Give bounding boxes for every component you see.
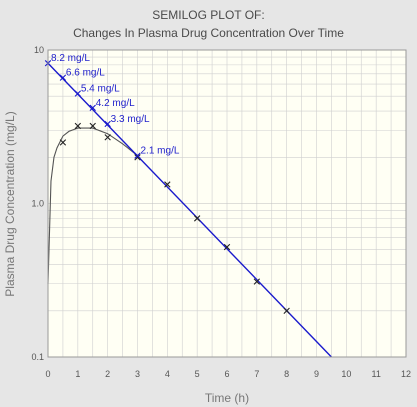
fit-point-marker (134, 152, 141, 159)
x-tick-label: 10 (341, 369, 351, 379)
x-tick-label: 11 (371, 369, 380, 379)
x-tick-label: 5 (195, 369, 200, 379)
concentration-annotation: 3.3 mg/L (111, 114, 150, 125)
x-tick-label: 3 (135, 369, 140, 379)
x-tick-label: 9 (314, 369, 319, 379)
plot-frame (47, 49, 407, 358)
x-tick-label: 7 (254, 369, 259, 379)
concentration-annotation: 8.2 mg/L (51, 53, 90, 64)
x-tick-label: 0 (45, 369, 50, 379)
marker-stroke (104, 120, 111, 128)
data-point-marker (193, 215, 201, 222)
concentration-annotation: 5.4 mg/L (81, 84, 120, 95)
data-point-marker (253, 278, 261, 285)
concentration-annotation: 4.2 mg/L (96, 98, 135, 109)
marker-stroke (89, 122, 96, 130)
fit-point-marker (59, 74, 67, 81)
data-point-marker (104, 134, 111, 141)
data-markers (44, 60, 290, 314)
grid-lines (47, 50, 407, 358)
chart-subtitle: Changes In Plasma Drug Concentration Ove… (73, 26, 344, 40)
data-point-marker (283, 307, 290, 314)
data-point-marker (89, 122, 96, 130)
data-point-marker (59, 139, 67, 146)
x-tick-label: 12 (401, 369, 411, 379)
marker-stroke (193, 215, 201, 222)
x-tick-label: 1 (75, 369, 80, 379)
data-point-marker (164, 181, 171, 188)
marker-stroke (223, 243, 231, 251)
x-tick-label: 6 (224, 369, 229, 379)
data-point-marker (74, 122, 82, 130)
data-point-marker (134, 154, 141, 161)
concentration-annotation: 2.1 mg/L (141, 146, 180, 157)
marker-stroke (134, 154, 141, 161)
annotations: 8.2 mg/L 6.6 mg/L 5.4 mg/L 4.2 mg/L 3.3 mg/L… (51, 53, 180, 156)
marker-stroke (104, 134, 111, 141)
marker-stroke (134, 152, 141, 159)
x-tick-label: 4 (165, 369, 170, 379)
data-point-marker (223, 243, 231, 251)
x-axis-label: Time (h) (205, 391, 249, 405)
fit-point-marker (104, 120, 111, 128)
y-axis-label: Plasma Drug Concentration (mg/L) (3, 111, 17, 296)
marker-stroke (89, 104, 96, 112)
marker-stroke (74, 122, 82, 130)
marker-stroke (59, 74, 67, 81)
y-tick-label: 0.1 (31, 352, 44, 362)
fit-point-marker (89, 104, 96, 112)
marker-stroke (253, 278, 261, 285)
fit-point-marker (74, 90, 82, 97)
observed-curve (47, 127, 138, 284)
x-tick-label: 2 (105, 369, 110, 379)
marker-stroke (59, 139, 67, 146)
marker-stroke (164, 181, 171, 188)
y-tick-label: 1.0 (31, 199, 44, 209)
y-tick-label: 10 (34, 45, 44, 55)
x-tick-label: 8 (284, 369, 289, 379)
marker-stroke (74, 90, 82, 97)
concentration-annotation: 6.6 mg/L (66, 68, 105, 79)
marker-stroke (283, 307, 290, 314)
chart-title: SEMILOG PLOT OF: (152, 8, 265, 22)
